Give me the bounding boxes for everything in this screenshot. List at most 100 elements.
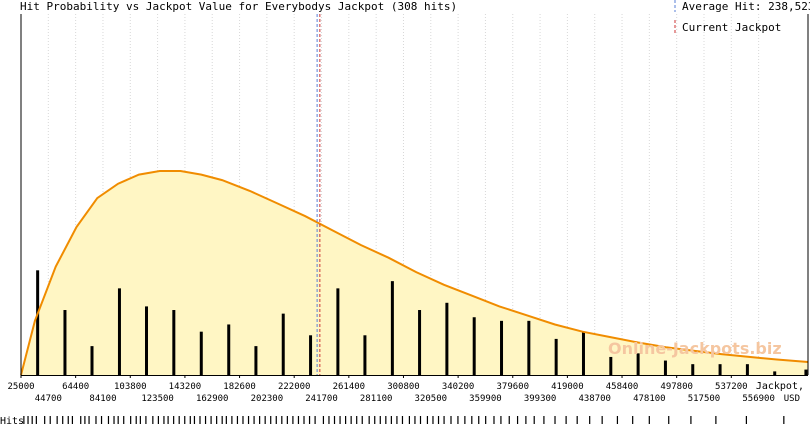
hit-tick xyxy=(385,416,387,424)
hit-tick xyxy=(210,416,212,424)
hit-bar xyxy=(336,288,340,375)
hit-tick xyxy=(493,416,495,424)
hit-tick xyxy=(67,416,69,424)
legend-current-label: Current Jackpot xyxy=(682,21,781,34)
hit-tick xyxy=(221,416,223,424)
hit-tick xyxy=(231,416,233,424)
hit-tick xyxy=(27,416,29,424)
hit-bar xyxy=(199,331,203,375)
x-tick-label: 202300 xyxy=(251,394,284,404)
hit-tick xyxy=(426,416,429,424)
hit-tick xyxy=(516,416,519,424)
x-tick-label: 222000 xyxy=(278,382,311,392)
hit-tick xyxy=(135,416,137,424)
x-tick-label: 537200 xyxy=(715,382,748,392)
hit-tick xyxy=(368,416,370,424)
x-tick-label: 241700 xyxy=(305,394,338,404)
hit-tick xyxy=(616,416,619,424)
hit-tick xyxy=(123,416,125,424)
hit-bar xyxy=(36,270,40,375)
hit-tick xyxy=(450,416,452,424)
hit-tick xyxy=(432,416,434,424)
hit-bar xyxy=(718,364,722,375)
x-tick-label: 478100 xyxy=(633,394,666,404)
hit-tick xyxy=(204,416,207,424)
hit-tick xyxy=(554,416,556,424)
hit-tick xyxy=(361,416,363,424)
hit-tick xyxy=(49,416,51,424)
hit-tick xyxy=(95,416,97,424)
hit-tick xyxy=(632,416,634,424)
hit-tick xyxy=(100,416,103,424)
x-tick-label: 182600 xyxy=(223,382,256,392)
hits-label: Hits xyxy=(0,416,24,425)
hit-tick xyxy=(543,416,545,424)
hit-tick xyxy=(178,416,180,424)
hit-tick xyxy=(576,416,578,424)
hit-tick xyxy=(308,416,311,424)
hit-rug xyxy=(23,416,785,424)
hit-bar xyxy=(309,335,313,375)
hit-tick xyxy=(88,416,90,424)
x-tick-label: 320500 xyxy=(415,394,448,404)
hit-bar xyxy=(145,306,149,375)
hit-tick xyxy=(333,416,336,424)
hit-bar xyxy=(418,310,422,375)
hit-tick xyxy=(350,416,352,424)
x-tick-label: 281100 xyxy=(360,394,393,404)
hit-tick xyxy=(443,416,445,424)
hit-tick xyxy=(668,416,670,424)
hit-tick xyxy=(145,416,147,424)
hit-tick xyxy=(199,416,201,424)
hit-tick xyxy=(292,416,294,424)
hit-bar xyxy=(363,335,367,375)
hit-tick xyxy=(379,416,381,424)
hit-tick xyxy=(184,416,186,424)
hit-tick xyxy=(525,416,527,424)
x-tick-label: 359900 xyxy=(469,394,502,404)
hit-tick xyxy=(328,416,330,424)
x-tick-label: 103800 xyxy=(114,382,147,392)
hit-tick xyxy=(414,416,416,424)
hit-tick xyxy=(457,416,459,424)
probability-curve xyxy=(20,170,809,376)
hit-tick xyxy=(565,416,567,424)
hit-tick xyxy=(390,416,392,424)
hit-bar xyxy=(773,371,777,375)
x-tick-labels-bottom: 44700 84100 123500 162900 202300 241700 281100… xyxy=(35,394,775,404)
hit-tick xyxy=(157,416,159,424)
x-tick-label: 261400 xyxy=(333,382,366,392)
hit-tick xyxy=(500,416,502,424)
hit-tick xyxy=(113,416,115,424)
hit-bar xyxy=(63,310,67,375)
hit-tick xyxy=(648,416,650,424)
hit-tick xyxy=(80,416,82,424)
hit-tick xyxy=(408,416,410,424)
hit-bar xyxy=(172,310,176,375)
hit-tick xyxy=(259,416,261,424)
hit-tick xyxy=(401,416,404,424)
x-tick-label: 379600 xyxy=(496,382,529,392)
hit-tick xyxy=(139,416,141,424)
x-tick-label: 25000 xyxy=(7,382,34,392)
hit-tick xyxy=(297,416,300,424)
hit-tick xyxy=(31,416,33,424)
hit-tick xyxy=(508,416,510,424)
hit-tick xyxy=(275,416,277,424)
x-tick-label: 300800 xyxy=(387,382,420,392)
hit-tick xyxy=(44,416,46,424)
hit-bar xyxy=(281,313,285,375)
hit-tick xyxy=(62,416,64,424)
hit-tick xyxy=(117,416,119,424)
hit-tick xyxy=(356,416,358,424)
hit-tick xyxy=(35,416,37,424)
hit-tick xyxy=(242,416,244,424)
hit-tick xyxy=(533,416,535,424)
hit-tick xyxy=(485,416,487,424)
hit-tick xyxy=(281,416,283,424)
hit-bar xyxy=(745,364,749,375)
hit-tick xyxy=(464,416,466,424)
hit-bar xyxy=(472,317,476,375)
hit-tick xyxy=(167,416,169,424)
